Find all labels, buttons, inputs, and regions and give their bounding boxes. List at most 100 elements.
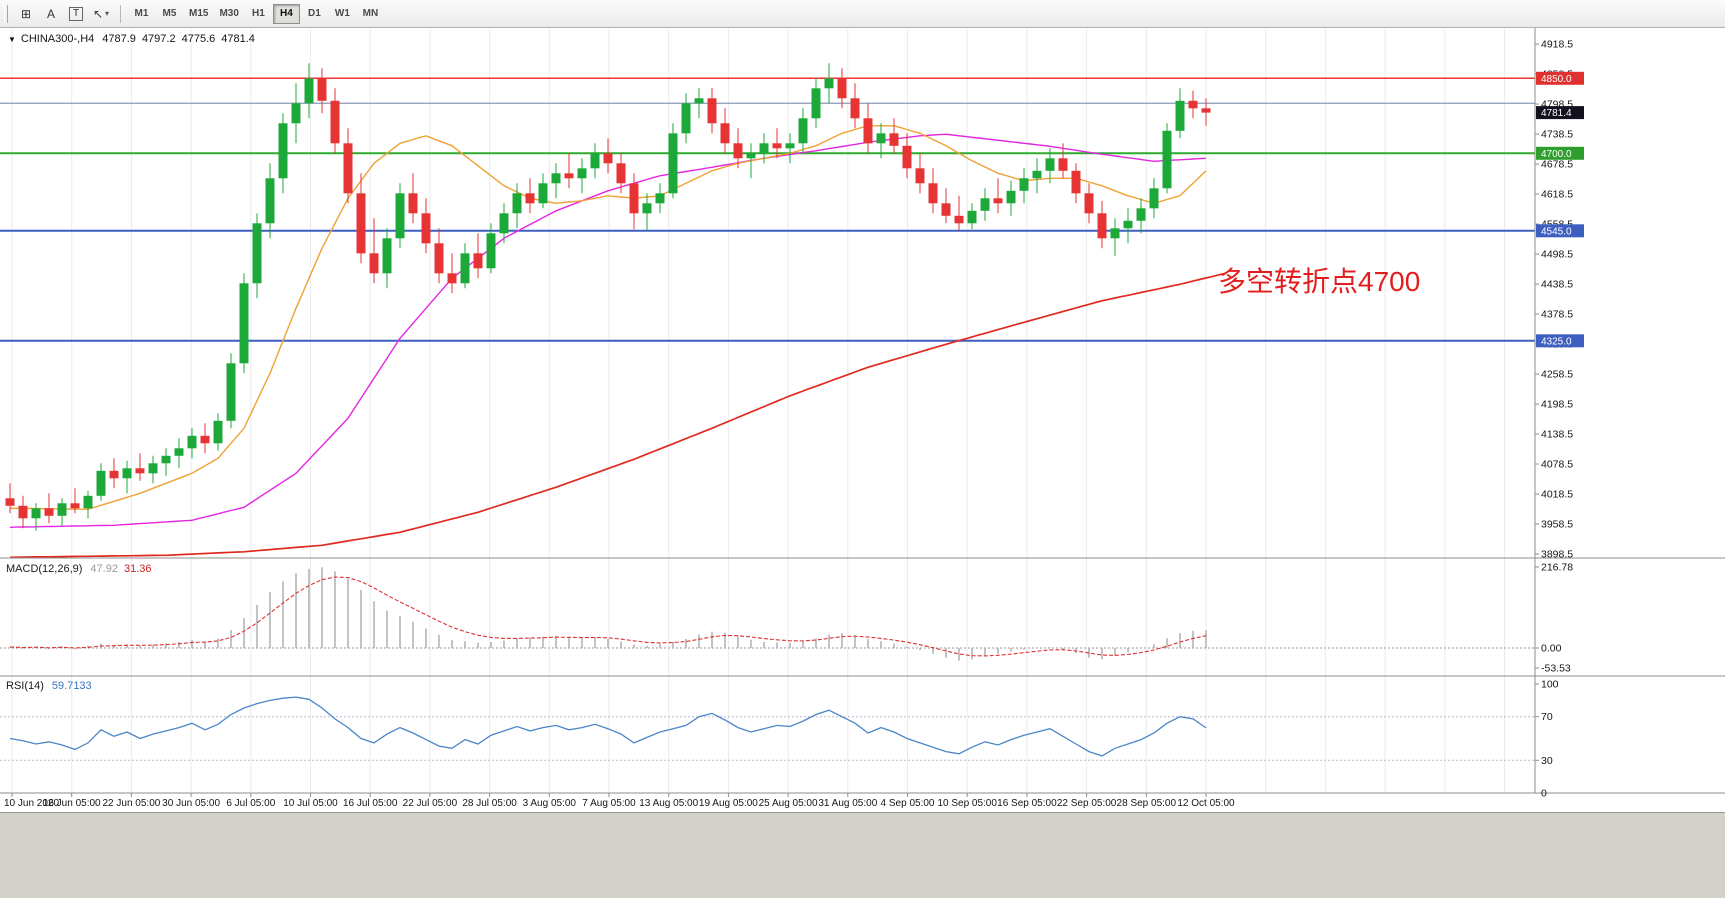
candle-body[interactable] <box>928 183 938 204</box>
candle-body[interactable] <box>135 468 145 474</box>
candle-body[interactable] <box>746 153 756 159</box>
candle-body[interactable] <box>1175 100 1185 131</box>
candle-body[interactable] <box>1149 188 1159 209</box>
candle-body[interactable] <box>1058 158 1068 171</box>
candle-body[interactable] <box>44 508 54 516</box>
candle-body[interactable] <box>1188 100 1198 109</box>
candle-body[interactable] <box>837 78 847 99</box>
timeframe-m1-button[interactable]: M1 <box>128 4 155 24</box>
toolbar-grip[interactable] <box>4 4 8 23</box>
candle-body[interactable] <box>785 143 795 149</box>
candlesticks[interactable] <box>5 63 1211 531</box>
candle-body[interactable] <box>382 238 392 274</box>
candle-body[interactable] <box>83 495 93 509</box>
candle-body[interactable] <box>694 98 704 104</box>
candle-body[interactable] <box>499 213 509 234</box>
grid-tool-button[interactable]: ⊞ <box>14 3 38 25</box>
candle-body[interactable] <box>707 98 717 124</box>
candle-body[interactable] <box>538 183 548 204</box>
candle-body[interactable] <box>811 88 821 119</box>
candle-body[interactable] <box>733 143 743 159</box>
candle-body[interactable] <box>616 163 626 184</box>
candle-body[interactable] <box>993 198 1003 204</box>
candle-body[interactable] <box>954 215 964 224</box>
candle-body[interactable] <box>486 233 496 269</box>
candle-body[interactable] <box>1136 208 1146 221</box>
candle-body[interactable] <box>174 448 184 456</box>
candle-body[interactable] <box>148 463 158 474</box>
candle-body[interactable] <box>1110 228 1120 239</box>
candle-body[interactable] <box>525 193 535 204</box>
candle-body[interactable] <box>369 253 379 274</box>
candle-body[interactable] <box>226 363 236 421</box>
candle-body[interactable] <box>824 78 834 89</box>
candle-body[interactable] <box>902 145 912 169</box>
candle-body[interactable] <box>1045 158 1055 171</box>
candle-body[interactable] <box>863 118 873 144</box>
candle-body[interactable] <box>1071 170 1081 194</box>
candle-body[interactable] <box>330 100 340 144</box>
candle-body[interactable] <box>18 505 28 519</box>
candle-body[interactable] <box>1097 213 1107 239</box>
text-label-tool-button[interactable]: A <box>39 3 63 25</box>
candle-body[interactable] <box>291 103 301 124</box>
candle-body[interactable] <box>668 133 678 194</box>
candle-body[interactable] <box>213 420 223 444</box>
candle-body[interactable] <box>200 435 210 444</box>
chart-canvas[interactable]: 4918.54858.54798.54738.54678.54618.54558… <box>0 28 1725 812</box>
candle-body[interactable] <box>473 253 483 269</box>
collapse-arrow-icon[interactable]: ▼ <box>8 35 16 44</box>
timeframe-h1-button[interactable]: H1 <box>245 4 272 24</box>
candle-body[interactable] <box>603 153 613 164</box>
candle-body[interactable] <box>577 168 587 179</box>
candle-body[interactable] <box>915 168 925 184</box>
candle-body[interactable] <box>1201 108 1211 113</box>
candle-body[interactable] <box>356 193 366 254</box>
candle-body[interactable] <box>1032 170 1042 179</box>
candle-body[interactable] <box>642 203 652 214</box>
text-box-tool-button[interactable]: T <box>64 3 88 25</box>
candle-body[interactable] <box>681 103 691 134</box>
candle-body[interactable] <box>187 435 197 449</box>
candle-body[interactable] <box>876 133 886 144</box>
candle-body[interactable] <box>317 78 327 101</box>
candle-body[interactable] <box>629 183 639 214</box>
candle-body[interactable] <box>1123 220 1133 229</box>
timeframe-h4-button[interactable]: H4 <box>272 3 300 24</box>
axes-and-badges[interactable]: 4918.54858.54798.54738.54678.54618.54558… <box>0 28 1725 809</box>
timeframe-mn-button[interactable]: MN <box>357 4 384 24</box>
candle-body[interactable] <box>1019 178 1029 191</box>
candle-body[interactable] <box>31 508 41 519</box>
candle-body[interactable] <box>798 118 808 144</box>
candle-body[interactable] <box>252 223 262 284</box>
candle-body[interactable] <box>772 143 782 149</box>
candle-body[interactable] <box>304 78 314 104</box>
candle-body[interactable] <box>850 98 860 119</box>
timeframe-m15-button[interactable]: M15 <box>184 4 213 24</box>
candle-body[interactable] <box>343 143 353 194</box>
timeframe-d1-button[interactable]: D1 <box>301 4 328 24</box>
candle-body[interactable] <box>434 243 444 274</box>
timeframe-m5-button[interactable]: M5 <box>156 4 183 24</box>
candle-body[interactable] <box>278 123 288 179</box>
candle-body[interactable] <box>759 143 769 154</box>
timeframe-w1-button[interactable]: W1 <box>329 4 356 24</box>
candle-body[interactable] <box>161 455 171 464</box>
candle-body[interactable] <box>109 470 119 479</box>
cursor-tool-button[interactable]: ↖ ▾ <box>89 3 113 25</box>
candle-body[interactable] <box>564 173 574 179</box>
candle-body[interactable] <box>551 173 561 184</box>
candle-body[interactable] <box>1162 130 1172 189</box>
candle-body[interactable] <box>590 153 600 169</box>
candle-body[interactable] <box>70 503 80 509</box>
candle-body[interactable] <box>980 198 990 211</box>
candle-body[interactable] <box>265 178 275 224</box>
candle-body[interactable] <box>421 213 431 244</box>
candle-body[interactable] <box>1006 190 1016 204</box>
candle-body[interactable] <box>447 273 457 284</box>
candle-body[interactable] <box>122 468 132 479</box>
candle-body[interactable] <box>57 503 67 516</box>
chart-annotation-text[interactable]: 多空转折点4700 <box>1218 266 1420 297</box>
candle-body[interactable] <box>395 193 405 239</box>
candle-body[interactable] <box>655 193 665 204</box>
